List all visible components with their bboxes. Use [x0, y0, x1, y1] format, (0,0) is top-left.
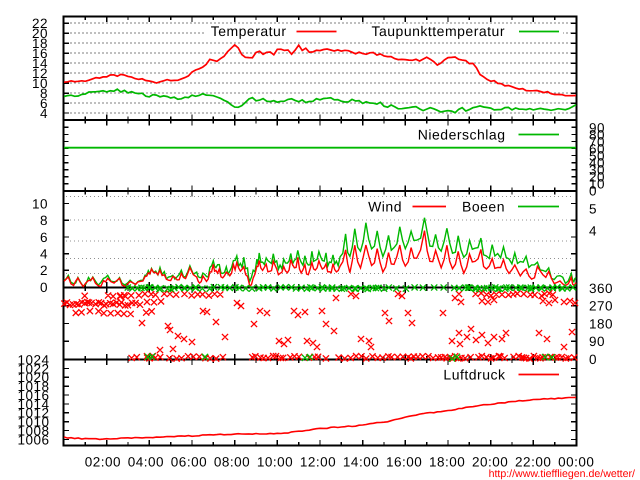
svg-text:18:00: 18:00 [429, 455, 465, 470]
svg-text:0: 0 [40, 280, 48, 295]
svg-text:60: 60 [589, 141, 605, 156]
svg-text:270: 270 [589, 299, 613, 314]
svg-text:80: 80 [589, 127, 605, 142]
svg-text:Boeen: Boeen [462, 198, 505, 214]
svg-text:1024: 1024 [17, 353, 49, 368]
svg-text:40: 40 [589, 156, 605, 171]
svg-text:1012: 1012 [17, 406, 49, 421]
svg-text:06:00: 06:00 [171, 455, 207, 470]
svg-text:0: 0 [589, 184, 597, 199]
svg-text:14:00: 14:00 [343, 455, 379, 470]
svg-text:90: 90 [589, 334, 605, 349]
svg-text:18: 18 [32, 36, 48, 51]
svg-text:6: 6 [40, 96, 48, 111]
svg-text:8: 8 [40, 213, 48, 228]
svg-text:20: 20 [32, 26, 48, 41]
svg-text:8: 8 [40, 86, 48, 101]
svg-text:22:00: 22:00 [515, 455, 551, 470]
svg-text:1020: 1020 [17, 370, 49, 385]
svg-text:10:00: 10:00 [257, 455, 293, 470]
svg-text:360: 360 [589, 281, 613, 296]
svg-text:10: 10 [32, 76, 48, 91]
svg-text:22: 22 [32, 16, 48, 31]
svg-text:14: 14 [32, 56, 48, 71]
svg-text:10: 10 [589, 177, 605, 192]
svg-text:10: 10 [32, 196, 48, 211]
svg-text:Temperatur: Temperatur [211, 23, 287, 39]
svg-text:180: 180 [589, 316, 613, 331]
svg-text:1016: 1016 [17, 388, 49, 403]
svg-text:http://www.tieffliegen.de/wett: http://www.tieffliegen.de/wetter/ [489, 468, 635, 480]
svg-text:1022: 1022 [17, 361, 49, 376]
svg-text:Niederschlag: Niederschlag [418, 126, 506, 142]
svg-text:20: 20 [589, 170, 605, 185]
svg-text:0: 0 [589, 352, 597, 367]
svg-text:90: 90 [589, 120, 605, 135]
svg-text:Luftdruck: Luftdruck [443, 366, 506, 382]
svg-text:16:00: 16:00 [386, 455, 422, 470]
svg-text:Wind: Wind [368, 198, 402, 214]
svg-text:1008: 1008 [17, 423, 49, 438]
svg-text:30: 30 [589, 163, 605, 178]
svg-text:12: 12 [32, 66, 48, 81]
svg-text:6: 6 [40, 230, 48, 245]
svg-text:4: 4 [40, 247, 48, 262]
svg-text:02:00: 02:00 [85, 455, 121, 470]
svg-text:4: 4 [589, 223, 597, 238]
svg-text:70: 70 [589, 134, 605, 149]
svg-text:00:00: 00:00 [558, 455, 594, 470]
svg-text:04:00: 04:00 [128, 455, 164, 470]
svg-text:20:00: 20:00 [472, 455, 508, 470]
svg-text:1010: 1010 [17, 415, 49, 430]
svg-text:50: 50 [589, 148, 605, 163]
svg-text:2: 2 [40, 263, 48, 278]
svg-text:16: 16 [32, 46, 48, 61]
svg-text:5: 5 [589, 201, 597, 216]
svg-text:1006: 1006 [17, 432, 49, 447]
svg-text:1018: 1018 [17, 379, 49, 394]
svg-text:Taupunkttemperatur: Taupunkttemperatur [371, 23, 505, 39]
svg-text:1014: 1014 [17, 397, 49, 412]
svg-text:08:00: 08:00 [214, 455, 250, 470]
svg-text:4: 4 [40, 106, 48, 121]
svg-text:12:00: 12:00 [300, 455, 336, 470]
